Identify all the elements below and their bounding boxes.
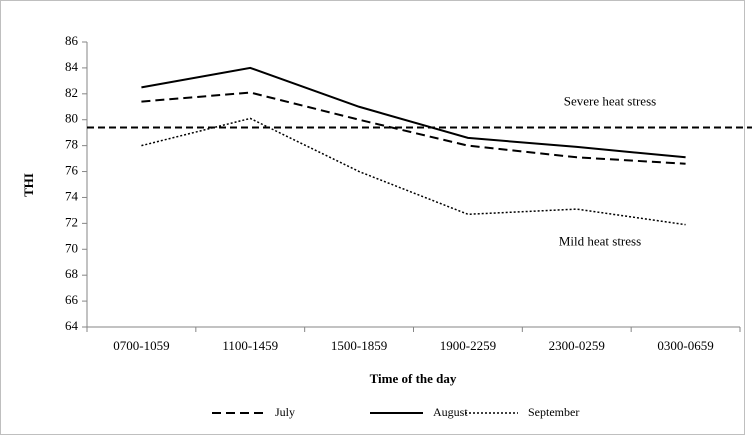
y-tick-label: 66 (65, 292, 79, 307)
y-tick-label: 86 (65, 33, 79, 48)
x-tick-label: 1100-1459 (222, 338, 278, 353)
annotation: Severe heat stress (564, 93, 656, 108)
legend-label: July (275, 405, 295, 419)
series-line (141, 117, 686, 226)
legend-label: August (433, 405, 468, 419)
series-line (141, 91, 686, 165)
x-tick-label: 2300-0259 (549, 338, 605, 353)
y-tick-label: 72 (65, 214, 78, 229)
chart-frame (0, 0, 745, 435)
y-tick-label: 76 (65, 163, 79, 178)
y-tick-label: 80 (65, 111, 78, 126)
series-line (141, 66, 686, 159)
y-axis-title: THI (21, 173, 36, 197)
x-tick-label: 0700-1059 (113, 338, 169, 353)
x-tick-label: 1900-2259 (440, 338, 496, 353)
x-axis-title: Time of the day (370, 371, 457, 386)
legend-label: September (528, 405, 579, 419)
y-tick-label: 84 (65, 59, 79, 74)
annotation: Mild heat stress (559, 233, 641, 248)
y-tick-label: 78 (65, 137, 78, 152)
y-tick-label: 70 (65, 240, 78, 255)
y-tick-label: 74 (65, 188, 79, 203)
y-tick-label: 64 (65, 318, 79, 333)
x-tick-label: 1500-1859 (331, 338, 387, 353)
y-tick-label: 68 (65, 266, 78, 281)
x-tick-label: 0300-0659 (657, 338, 713, 353)
y-tick-label: 82 (65, 85, 78, 100)
